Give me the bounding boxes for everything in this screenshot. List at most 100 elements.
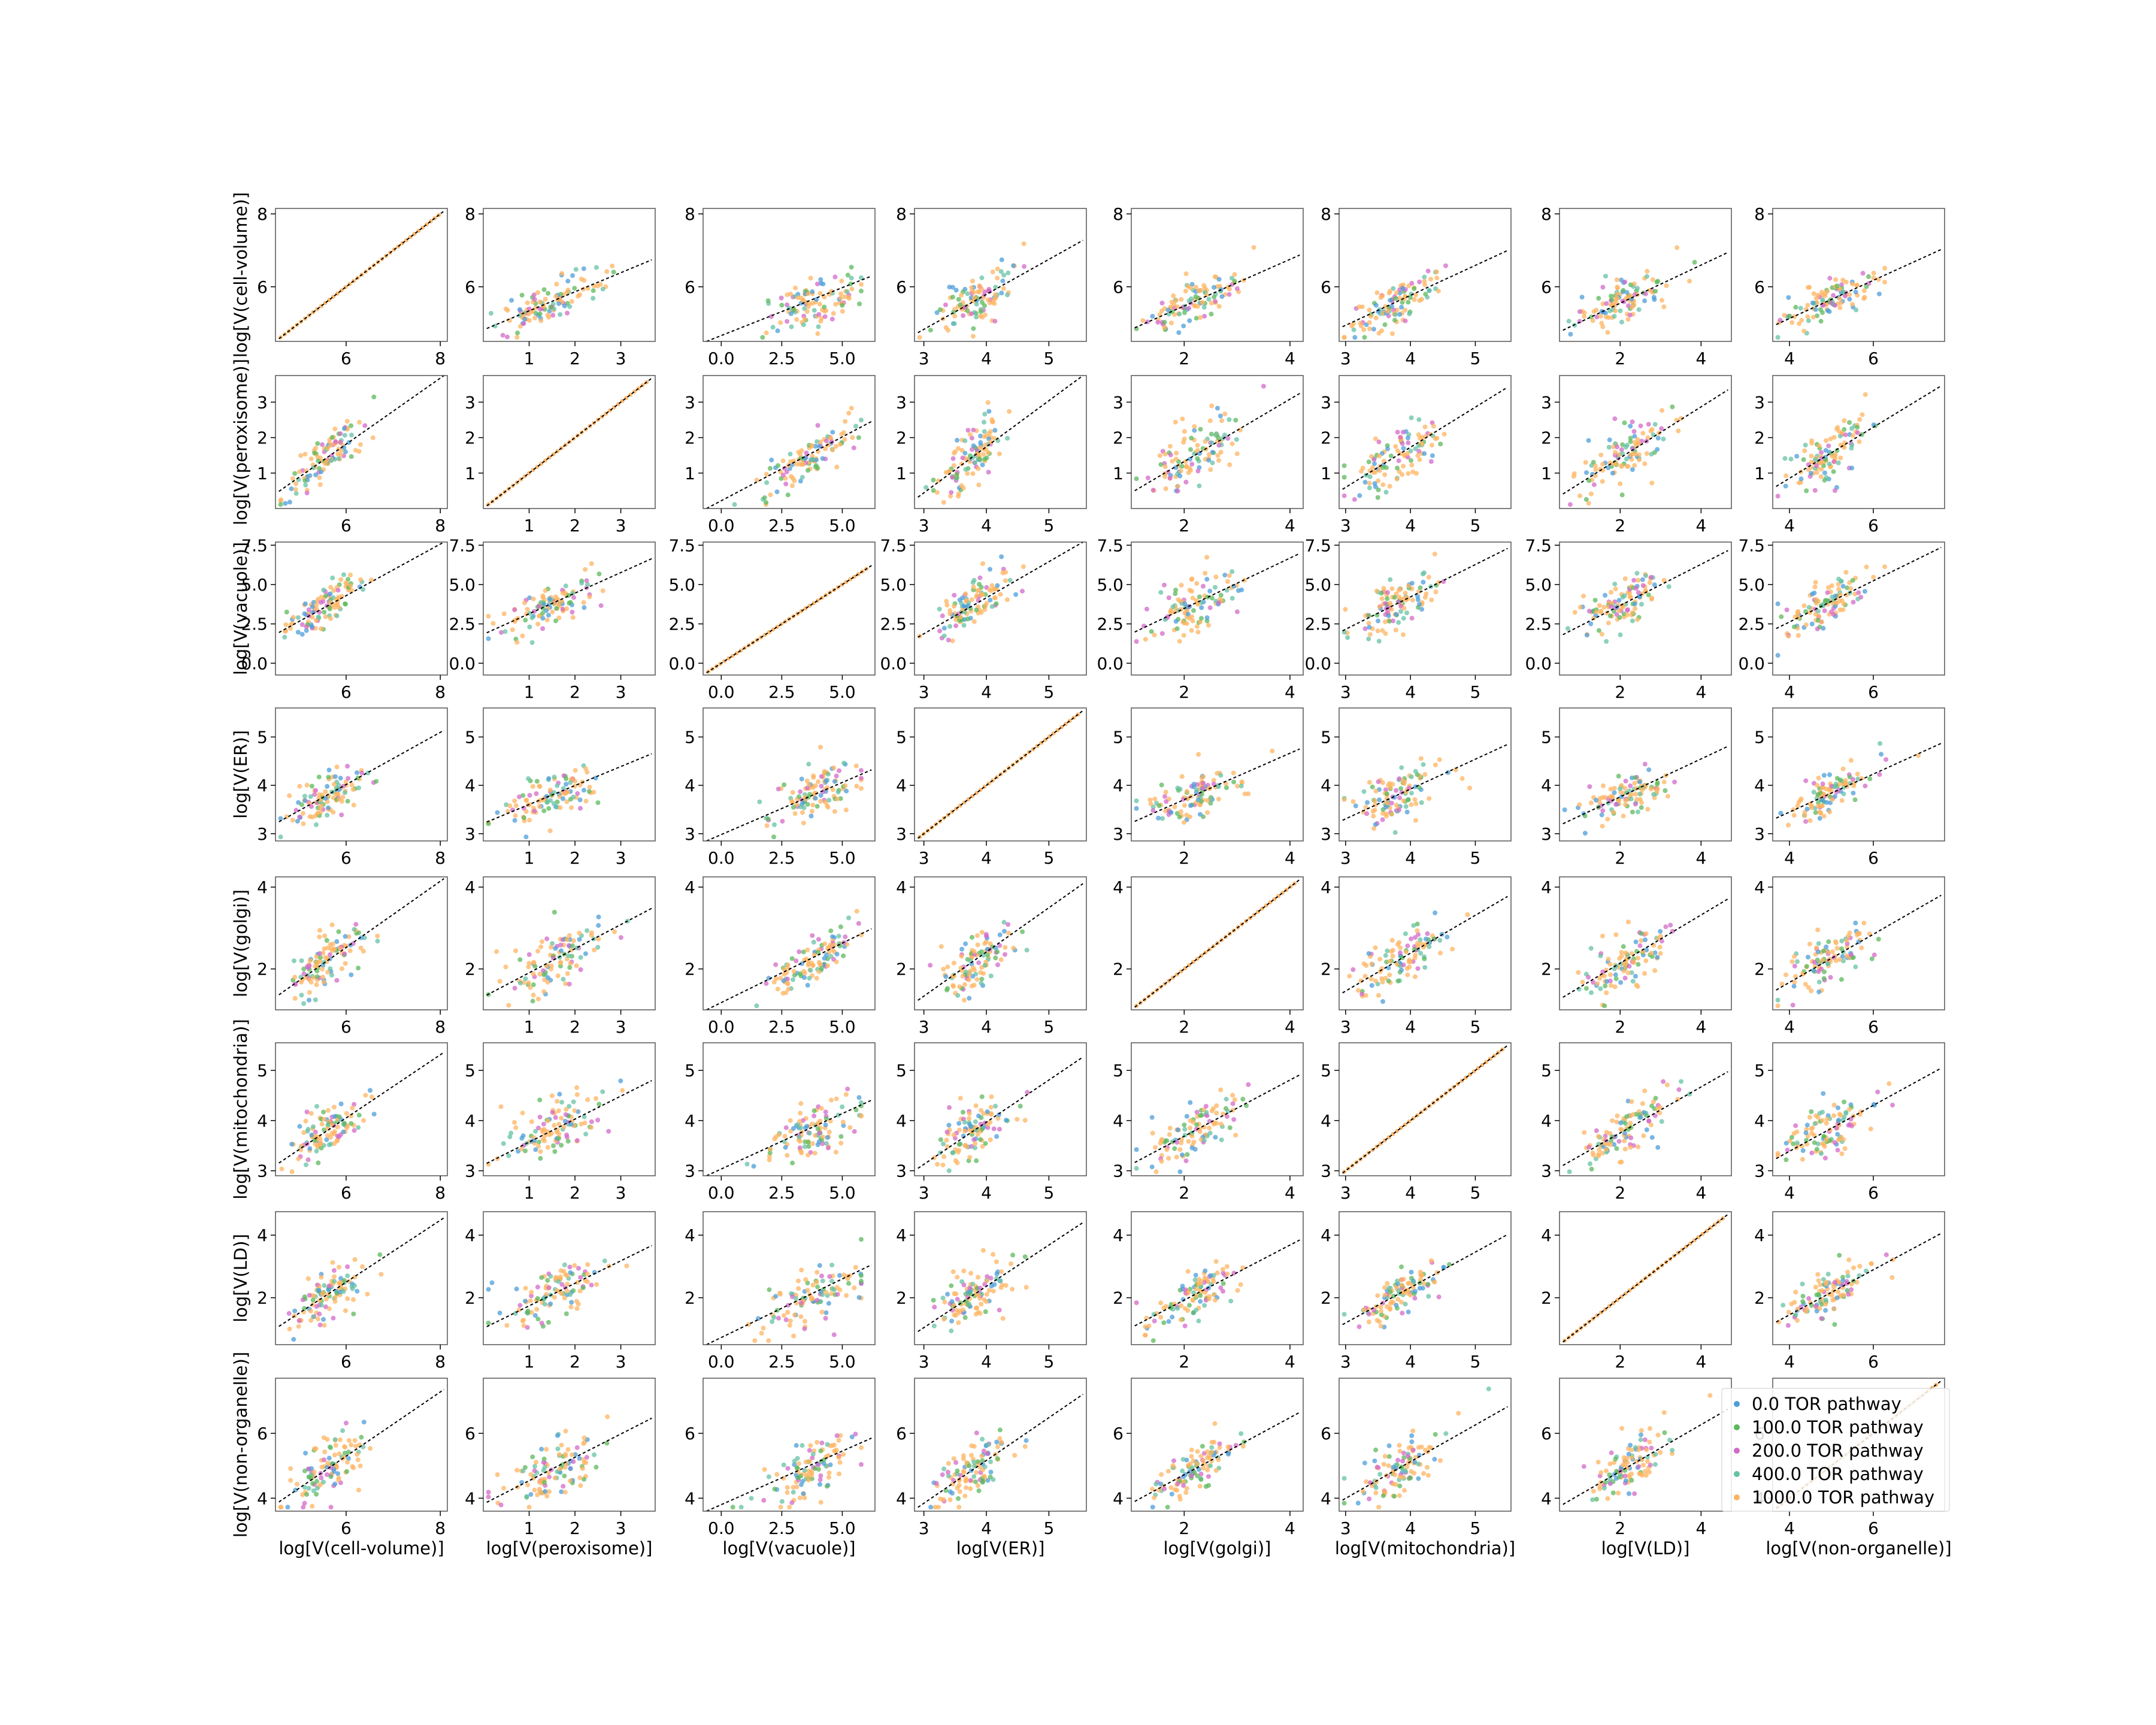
data-point bbox=[834, 797, 840, 801]
data-point bbox=[1342, 335, 1347, 340]
data-point bbox=[1421, 580, 1426, 585]
data-point bbox=[362, 423, 368, 428]
data-point bbox=[559, 1100, 565, 1105]
data-point bbox=[1672, 779, 1677, 785]
data-point bbox=[295, 630, 301, 635]
data-point bbox=[316, 1160, 321, 1166]
data-point bbox=[1179, 296, 1184, 302]
y-tick-label: 3 bbox=[685, 392, 695, 412]
x-tick-label: 5.0 bbox=[829, 349, 856, 368]
data-point bbox=[1020, 588, 1025, 594]
data-point bbox=[947, 611, 953, 616]
data-point bbox=[1623, 779, 1628, 783]
data-point bbox=[534, 779, 540, 784]
data-point bbox=[1367, 320, 1372, 325]
data-point bbox=[1409, 791, 1414, 796]
data-point bbox=[971, 443, 976, 449]
y-tick-label: 5.0 bbox=[1738, 575, 1765, 595]
data-point bbox=[1642, 461, 1648, 467]
data-point bbox=[992, 301, 997, 306]
data-point bbox=[1222, 573, 1228, 578]
data-point bbox=[843, 1092, 849, 1097]
data-point bbox=[1586, 975, 1591, 980]
data-point bbox=[1827, 309, 1832, 314]
data-point bbox=[828, 928, 834, 934]
data-point bbox=[834, 1096, 839, 1101]
data-point bbox=[1795, 803, 1800, 809]
data-point bbox=[307, 997, 311, 1003]
data-point bbox=[833, 302, 838, 307]
data-point bbox=[1818, 460, 1823, 465]
data-point bbox=[1618, 308, 1623, 313]
data-point bbox=[820, 1134, 825, 1140]
data-point bbox=[325, 813, 330, 818]
x-tick-label: 0.0 bbox=[708, 848, 735, 868]
data-point bbox=[811, 308, 817, 313]
data-point bbox=[1428, 277, 1434, 282]
data-point bbox=[974, 607, 979, 613]
data-point bbox=[1239, 779, 1244, 785]
data-point bbox=[1643, 937, 1648, 943]
data-point bbox=[1655, 435, 1661, 441]
data-point bbox=[1189, 628, 1194, 633]
data-point bbox=[1376, 487, 1381, 492]
data-point bbox=[1572, 610, 1577, 615]
data-point bbox=[591, 296, 596, 301]
data-point bbox=[1637, 779, 1642, 785]
data-point bbox=[1791, 813, 1797, 818]
data-point bbox=[313, 964, 318, 969]
data-point bbox=[1374, 588, 1379, 594]
data-point bbox=[1367, 485, 1372, 491]
data-point bbox=[1822, 969, 1827, 975]
data-point bbox=[1418, 756, 1424, 761]
data-point bbox=[1370, 465, 1375, 470]
data-point bbox=[1372, 461, 1377, 467]
data-point bbox=[780, 819, 785, 824]
data-point bbox=[506, 1003, 511, 1008]
data-point bbox=[550, 609, 555, 615]
data-point bbox=[1417, 457, 1422, 462]
data-point bbox=[1361, 327, 1367, 332]
data-point bbox=[798, 295, 804, 301]
data-point bbox=[355, 770, 359, 775]
data-point bbox=[1649, 951, 1654, 956]
data-point bbox=[1630, 618, 1635, 624]
data-point bbox=[1819, 619, 1824, 625]
data-point bbox=[971, 290, 976, 295]
x-tick-label: 1 bbox=[524, 848, 535, 868]
data-point bbox=[972, 295, 977, 301]
data-point bbox=[788, 459, 793, 464]
data-point bbox=[1385, 308, 1390, 314]
data-point bbox=[829, 289, 834, 294]
data-point bbox=[1376, 331, 1382, 336]
data-point bbox=[808, 276, 813, 281]
data-point bbox=[979, 980, 984, 986]
data-point bbox=[837, 943, 843, 949]
data-point bbox=[559, 271, 564, 276]
data-point bbox=[567, 965, 573, 970]
data-point bbox=[1233, 417, 1239, 423]
data-point bbox=[950, 475, 955, 480]
data-point bbox=[1653, 289, 1658, 294]
data-point bbox=[338, 577, 344, 582]
data-point bbox=[952, 592, 957, 598]
data-point bbox=[566, 953, 571, 958]
data-point bbox=[1179, 464, 1185, 469]
data-point bbox=[1623, 444, 1628, 450]
data-point bbox=[538, 944, 544, 949]
x-tick-label: 2 bbox=[570, 349, 580, 368]
data-point bbox=[1636, 452, 1642, 458]
data-point bbox=[357, 419, 362, 425]
y-axis-label: log[V(vacuole)] bbox=[231, 542, 251, 675]
data-point bbox=[332, 946, 337, 952]
data-point bbox=[332, 774, 338, 779]
data-point bbox=[807, 301, 812, 307]
y-tick-label: 5.0 bbox=[1097, 575, 1124, 595]
data-point bbox=[1584, 632, 1589, 638]
data-point bbox=[1850, 282, 1855, 287]
data-point bbox=[332, 1113, 337, 1119]
data-point bbox=[849, 276, 854, 281]
data-point bbox=[1612, 582, 1618, 587]
data-point bbox=[806, 468, 810, 473]
data-point bbox=[1640, 583, 1646, 588]
